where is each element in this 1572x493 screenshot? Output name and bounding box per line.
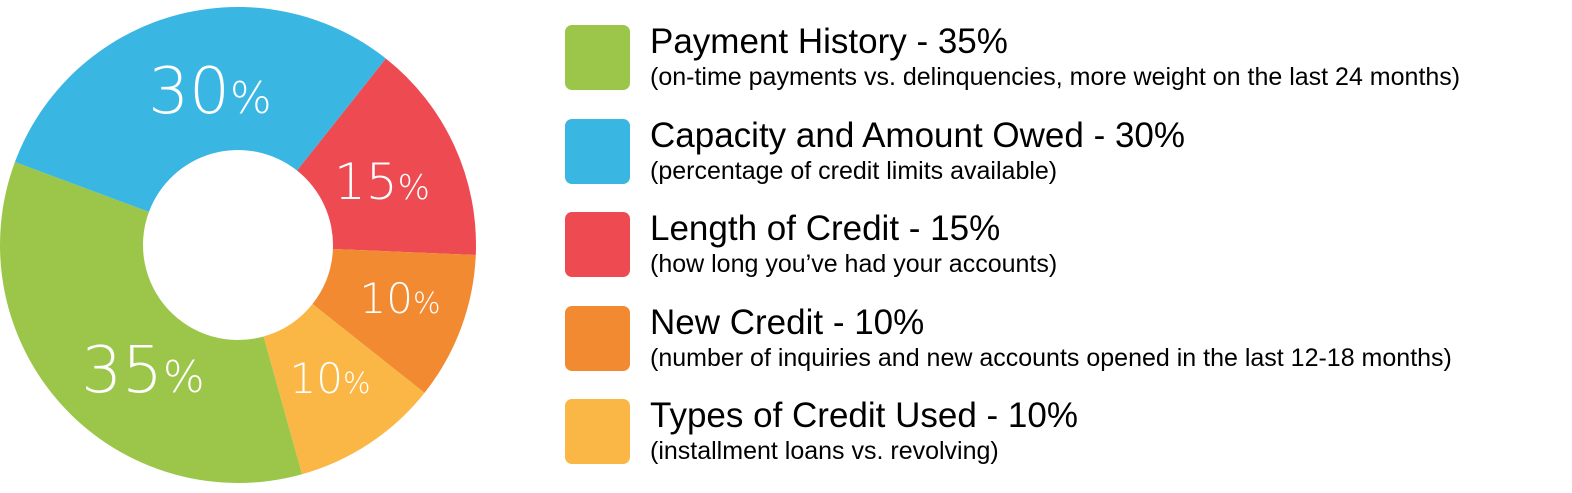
legend-description: (installment loans vs. revolving) <box>650 437 999 465</box>
legend-title: Capacity and Amount Owed - 30% <box>650 115 1186 155</box>
legend-description: (how long you’ve had your accounts) <box>650 250 1058 278</box>
slice-label: 30% <box>148 55 271 129</box>
slice-length-of-credit <box>297 58 476 255</box>
slice-new-credit <box>312 248 476 393</box>
legend-swatch <box>565 118 630 184</box>
legend-title: Types of Credit Used - 10% <box>650 396 1078 435</box>
slice-types-of-credit-used <box>263 304 425 475</box>
slice-capacity-and-amount-owed <box>14 6 386 212</box>
donut-chart: 15% 10% 10% 35% 30% <box>0 6 476 483</box>
slice-label: 10% <box>289 354 370 403</box>
slice-label: 10% <box>359 274 440 323</box>
slice-label: 35% <box>81 334 204 408</box>
legend-swatch <box>565 212 630 277</box>
legend-title: Payment History - 35% <box>650 22 1008 61</box>
slice-payment-history <box>0 162 303 483</box>
slice-label: 15% <box>334 153 430 211</box>
legend-description: (percentage of credit limits available) <box>650 156 1058 185</box>
legend-title: Length of Credit - 15% <box>650 209 1001 248</box>
legend-swatch <box>565 399 630 464</box>
legend-swatch <box>565 25 630 90</box>
legend-description: (number of inquiries and new accounts op… <box>650 343 1452 372</box>
legend-title: New Credit - 10% <box>650 302 925 342</box>
legend-description: (on-time payments vs. delinquencies, mor… <box>650 63 1461 91</box>
legend-swatch <box>565 305 630 371</box>
